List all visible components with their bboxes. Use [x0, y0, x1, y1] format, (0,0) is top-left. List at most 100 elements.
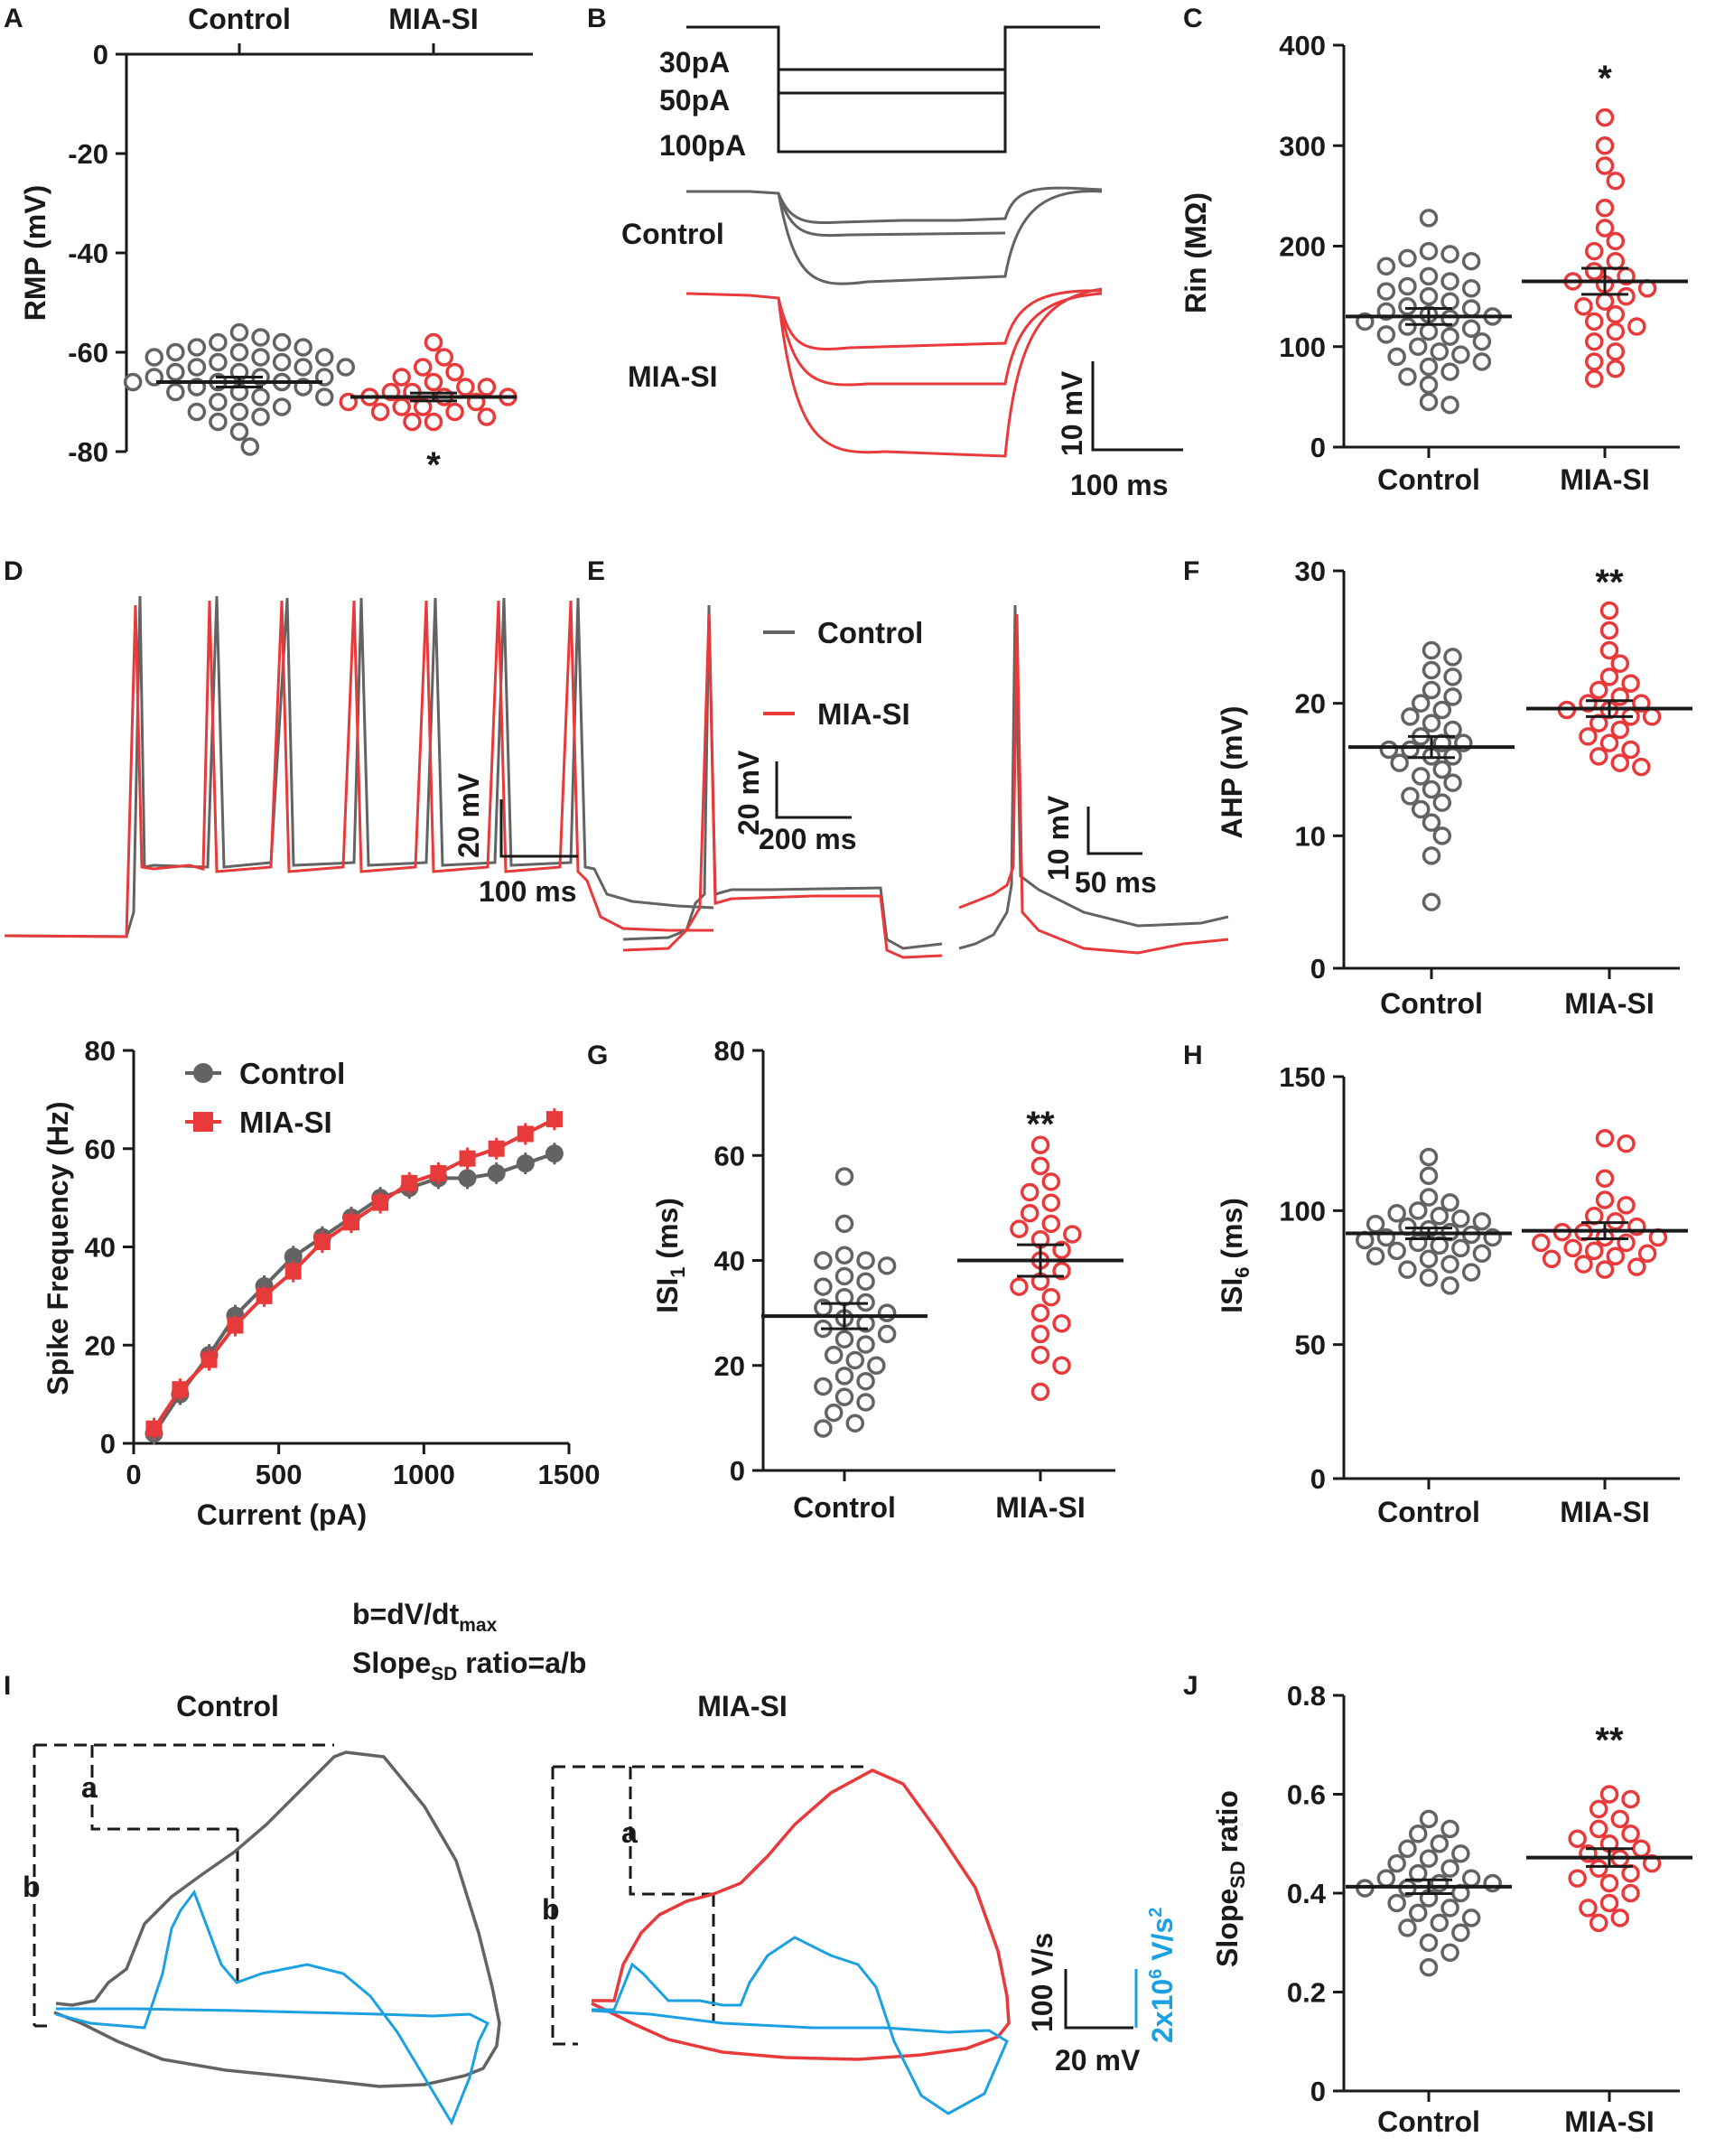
data-point	[487, 1163, 506, 1182]
panel-e-scale2-t: 50 ms	[1075, 866, 1157, 899]
data-point	[1411, 767, 1431, 786]
data-point	[1599, 1893, 1619, 1913]
panel-h-axes: 150 100 50 0	[1279, 1061, 1680, 1495]
data-point	[1595, 1190, 1615, 1209]
panel-b-control-trace-100	[777, 190, 1103, 285]
panel-h-y-label-main: ISI	[1216, 1278, 1248, 1313]
y-tick-label: 0	[1310, 953, 1326, 985]
data-point	[824, 1345, 844, 1365]
data-point	[1472, 1211, 1492, 1231]
data-point	[1379, 740, 1399, 760]
panel-i-eq1-main: b=dV/dt	[352, 1598, 460, 1630]
data-point	[209, 332, 228, 352]
data-point	[1422, 892, 1441, 911]
panel-i-control-mark-b: b	[23, 1871, 41, 1903]
data-point	[1419, 286, 1439, 306]
panel-i-equation-1: b=dV/dtmax	[352, 1598, 498, 1636]
panel-h-x-label-control: Control	[1377, 1496, 1480, 1528]
panel-h: H 150 100 50 0 ISI6 (ms) Control MIA-SI	[1183, 1041, 1688, 1528]
data-point	[834, 1387, 854, 1406]
fi-legend-mia-marker	[193, 1112, 213, 1132]
data-point	[1472, 352, 1492, 371]
data-point	[1408, 1201, 1428, 1220]
y-tick-label: 60	[714, 1140, 745, 1171]
data-point	[403, 412, 422, 432]
panel-d-scale-v: 20 mV	[452, 772, 485, 858]
panel-g-axes: 80 60 40 20 0	[714, 1035, 1115, 1487]
data-point	[1621, 1825, 1640, 1843]
panel-e-legend-mia: MIA-SI	[817, 697, 910, 731]
data-point	[1398, 1260, 1417, 1279]
data-point	[1387, 1204, 1406, 1223]
data-point	[430, 1164, 447, 1181]
data-point	[1461, 251, 1481, 271]
data-point	[1052, 1240, 1071, 1260]
y-tick-label: 50	[1295, 1330, 1326, 1361]
data-point	[1621, 674, 1640, 693]
data-point	[229, 402, 249, 422]
data-point	[284, 1263, 302, 1280]
panel-i-title-mia: MIA-SI	[697, 1690, 788, 1722]
data-point	[1440, 327, 1459, 346]
data-point	[1052, 1356, 1071, 1375]
data-point	[313, 1234, 331, 1251]
data-point	[1589, 747, 1608, 766]
data-point	[824, 1403, 844, 1423]
data-point	[314, 348, 334, 367]
data-point	[1398, 367, 1417, 387]
panel-f-points	[1348, 601, 1692, 911]
data-point	[1440, 1943, 1459, 1962]
data-point	[1443, 773, 1462, 792]
data-point	[251, 407, 270, 426]
panel-e-scale1-t: 200 ms	[759, 823, 857, 855]
data-point	[1584, 312, 1604, 331]
data-point	[1568, 1829, 1587, 1849]
panel-i-scale-blue-main: 2x10	[1146, 1979, 1179, 2043]
data-point	[834, 1214, 854, 1234]
panel-i-eq2-rest: ratio=a/b	[457, 1647, 586, 1679]
data-point	[1430, 1913, 1450, 1933]
y-tick-label: 10	[1295, 820, 1326, 852]
data-point	[1052, 1261, 1071, 1281]
y-tick-label: 0.6	[1287, 1779, 1326, 1811]
data-point	[1606, 171, 1626, 191]
data-point	[272, 332, 292, 352]
data-point	[1563, 1238, 1582, 1258]
data-point	[1419, 1166, 1439, 1186]
data-point	[1422, 779, 1441, 799]
data-point	[251, 328, 270, 347]
y-tick-label: 30	[1295, 555, 1326, 587]
panel-i: I b=dV/dtmax SlopeSD ratio=a/b Control M…	[4, 1598, 1179, 2126]
panel-d-scale-bar	[499, 799, 578, 858]
fi-legend-control: Control	[239, 1057, 345, 1090]
data-point	[294, 358, 312, 377]
data-point	[856, 1251, 875, 1270]
data-point	[517, 1125, 534, 1143]
data-point	[1606, 342, 1626, 361]
data-point	[392, 397, 411, 416]
panel-b-control-traces	[686, 186, 1103, 285]
y-tick-label: 150	[1279, 1061, 1326, 1093]
panel-h-points	[1346, 1128, 1688, 1295]
data-point	[1419, 322, 1439, 341]
data-point	[877, 1303, 897, 1322]
panel-i-scale-blue-unit: V/s	[1146, 1918, 1179, 1969]
panel-d: D 20 mV 100 ms	[4, 556, 714, 938]
data-point	[1020, 1203, 1039, 1223]
panel-g-points	[761, 1135, 1123, 1438]
panel-b-mia-trace-30	[685, 289, 1103, 350]
data-point	[343, 1214, 359, 1231]
data-point	[856, 1272, 875, 1291]
data-point	[1052, 1314, 1071, 1333]
data-point	[187, 338, 207, 357]
data-point	[1451, 345, 1470, 364]
data-point	[1419, 1933, 1439, 1952]
data-point	[834, 1266, 854, 1286]
data-point	[856, 1393, 875, 1412]
data-point	[1419, 1249, 1439, 1268]
y-tick-label: -20	[68, 138, 108, 170]
panel-f-x-label-control: Control	[1380, 987, 1483, 1020]
data-point	[1621, 1863, 1640, 1883]
data-point	[1595, 1128, 1615, 1148]
